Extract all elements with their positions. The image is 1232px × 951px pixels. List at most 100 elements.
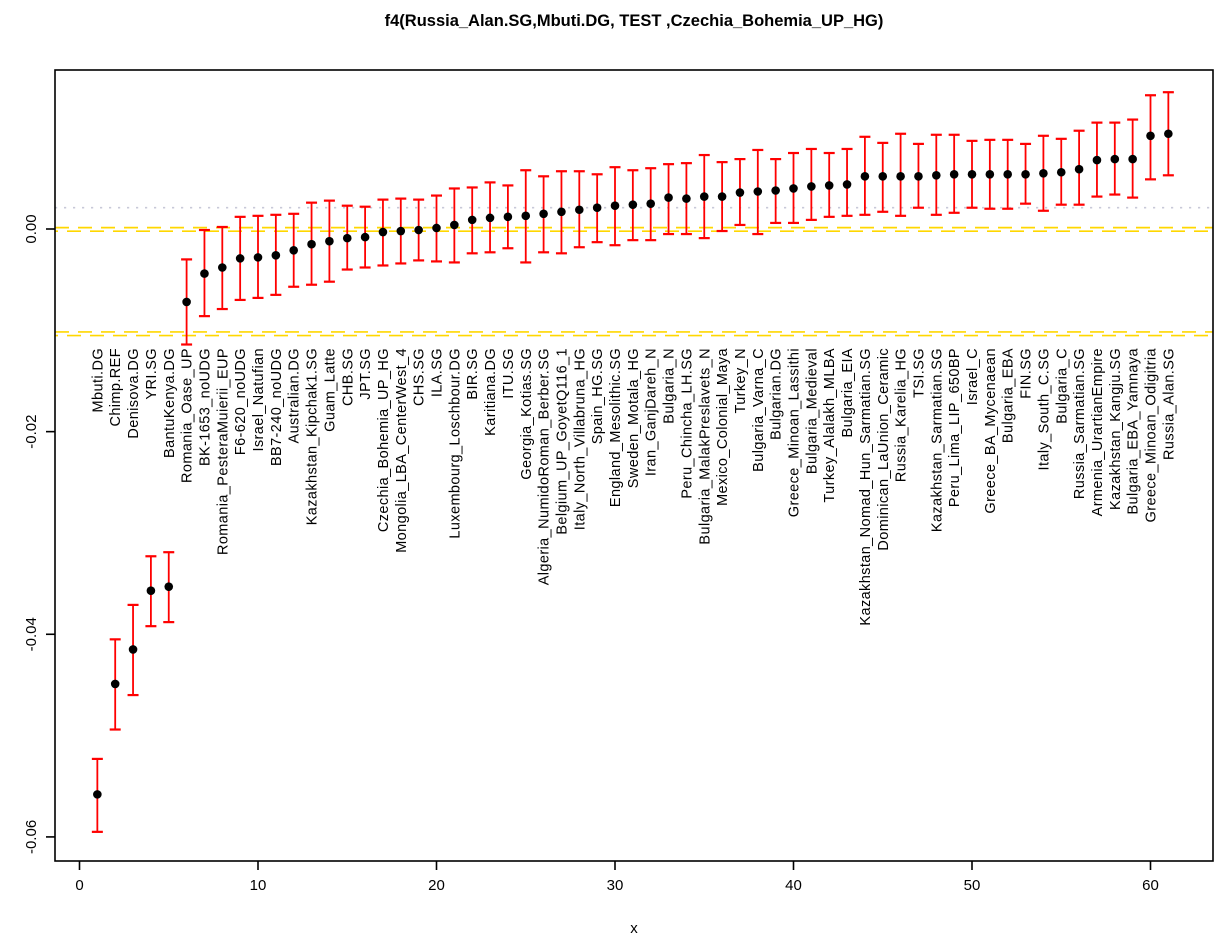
- data-point: [182, 297, 191, 307]
- x-tick-label: 40: [785, 877, 802, 894]
- data-point: [1110, 154, 1120, 164]
- data-point: [842, 180, 852, 189]
- data-point: [628, 200, 638, 209]
- plot-box: [54, 69, 1214, 862]
- point-label: TSI.SG: [911, 348, 927, 398]
- data-point: [878, 172, 888, 181]
- data-point: [896, 172, 905, 181]
- data-point: [396, 226, 406, 236]
- data-point: [342, 233, 352, 243]
- point-label: CHB.SG: [340, 348, 356, 406]
- point-label: Bulgaria_EBA: [1001, 348, 1017, 443]
- x-axis-title: x: [630, 920, 638, 937]
- point-label: Bulgaria_C: [1054, 348, 1070, 424]
- data-point: [289, 245, 299, 255]
- point-label: Romania_Oase_UP: [180, 348, 196, 483]
- point-label: Mexico_Colonial_Maya: [715, 347, 731, 505]
- data-point: [271, 251, 281, 260]
- data-point: [307, 239, 316, 249]
- point-label: CHS.SG: [412, 348, 428, 406]
- data-point: [164, 582, 174, 591]
- data-point: [932, 171, 941, 180]
- point-label: Luxembourg_Loschbour.DG: [447, 348, 463, 539]
- point-label: Greece_BA_Mycenaean: [983, 348, 999, 514]
- point-label: Greece_Minoan_Lassithi: [787, 348, 803, 517]
- data-point: [557, 207, 566, 217]
- point-label: Italy_North_Villabruna_HG: [572, 348, 588, 530]
- data-point: [450, 220, 459, 230]
- data-point: [414, 225, 423, 235]
- point-label: Mongolia_LBA_CenterWest_4: [394, 348, 410, 553]
- data-point: [575, 205, 584, 215]
- point-label: Israel_C: [965, 348, 981, 405]
- x-tick-label: 0: [75, 877, 83, 894]
- point-label: BIR.SG: [465, 348, 481, 400]
- data-point: [807, 182, 816, 191]
- point-label: England_Mesolithic.SG: [608, 348, 624, 507]
- point-label: Bulgaria_Varna_C: [751, 348, 767, 472]
- point-label: Romania_PesteraMuierii_EUP: [215, 348, 231, 555]
- data-point: [503, 212, 513, 222]
- point-label: BK-1653_noUDG: [197, 348, 213, 466]
- point-label: YRI.SG: [144, 348, 160, 400]
- point-label: Australian.DG: [287, 348, 303, 443]
- y-tick-label: -0.04: [23, 617, 40, 651]
- data-point: [1164, 129, 1173, 139]
- point-label: Czechia_Bohemia_UP_HG: [376, 348, 392, 532]
- point-label: Bulgaria_EIA: [840, 348, 856, 437]
- data-point: [1074, 164, 1084, 174]
- data-point: [378, 227, 388, 237]
- data-point: [1003, 169, 1012, 179]
- data-point: [218, 263, 227, 272]
- data-point: [325, 236, 334, 246]
- point-label: Bulgaria_Medieval: [804, 348, 820, 474]
- data-point: [717, 192, 727, 201]
- point-label: Kazakhstan_Kipchak1.SG: [305, 348, 321, 525]
- data-point: [664, 193, 673, 202]
- data-point: [110, 679, 120, 689]
- data-point: [771, 186, 780, 195]
- point-label: BB7-240_noUDG: [269, 348, 285, 466]
- x-tick-label: 60: [1142, 877, 1159, 894]
- data-point: [610, 201, 620, 210]
- point-label: Italy_South_C.SG: [1036, 348, 1052, 470]
- x-tick-label: 30: [607, 877, 624, 894]
- point-label: Russia_Sarmatian.SG: [1072, 348, 1088, 499]
- point-label: Greece_Minoan_Odigitria: [1144, 347, 1160, 522]
- data-point: [1021, 169, 1030, 179]
- point-label: Belgium_UP_GoyetQ116_1: [554, 348, 570, 535]
- x-tick-label: 20: [428, 877, 445, 894]
- data-point: [824, 181, 834, 190]
- data-point: [985, 169, 995, 179]
- point-label: Sweden_Motala_HG: [626, 348, 642, 488]
- point-label: Kazakhstan_Sarmatian.SG: [929, 348, 945, 532]
- data-point: [200, 269, 209, 278]
- point-label: Bulgaria_EBA_Yamnaya: [1126, 347, 1142, 514]
- point-label: Georgia_Kotias.SG: [519, 348, 535, 480]
- data-point: [1039, 168, 1048, 178]
- point-label: Turkey_N: [733, 348, 749, 414]
- point-label: Bulgaria_MalakPreslavets_N: [697, 348, 713, 545]
- point-label: Bulgaria_N: [662, 348, 678, 424]
- y-tick-label: -0.06: [23, 820, 40, 854]
- data-point: [1092, 155, 1102, 165]
- point-label: Bulgarian.DG: [769, 348, 785, 440]
- data-point: [592, 203, 602, 213]
- x-tick-label: 50: [964, 877, 981, 894]
- point-label: Karitiana.DG: [483, 348, 499, 436]
- data-point: [949, 169, 959, 179]
- point-label: Kazakhstan_Kangju.SG: [1108, 348, 1124, 510]
- data-point: [467, 215, 477, 225]
- point-label: Peru_Lima_LIP_650BP: [947, 348, 963, 507]
- data-point: [1146, 131, 1155, 141]
- data-point: [699, 192, 709, 201]
- data-point: [914, 172, 923, 181]
- point-label: F6-620_noUDG: [233, 348, 249, 455]
- point-label: Mbuti.DG: [90, 348, 106, 412]
- point-label: Guam_Latte: [322, 348, 338, 432]
- point-label: Russia_Karelia_HG: [894, 348, 910, 482]
- data-point: [253, 253, 263, 262]
- point-label: BantuKenya.DG: [162, 348, 178, 458]
- point-label: ITU.SG: [501, 348, 517, 399]
